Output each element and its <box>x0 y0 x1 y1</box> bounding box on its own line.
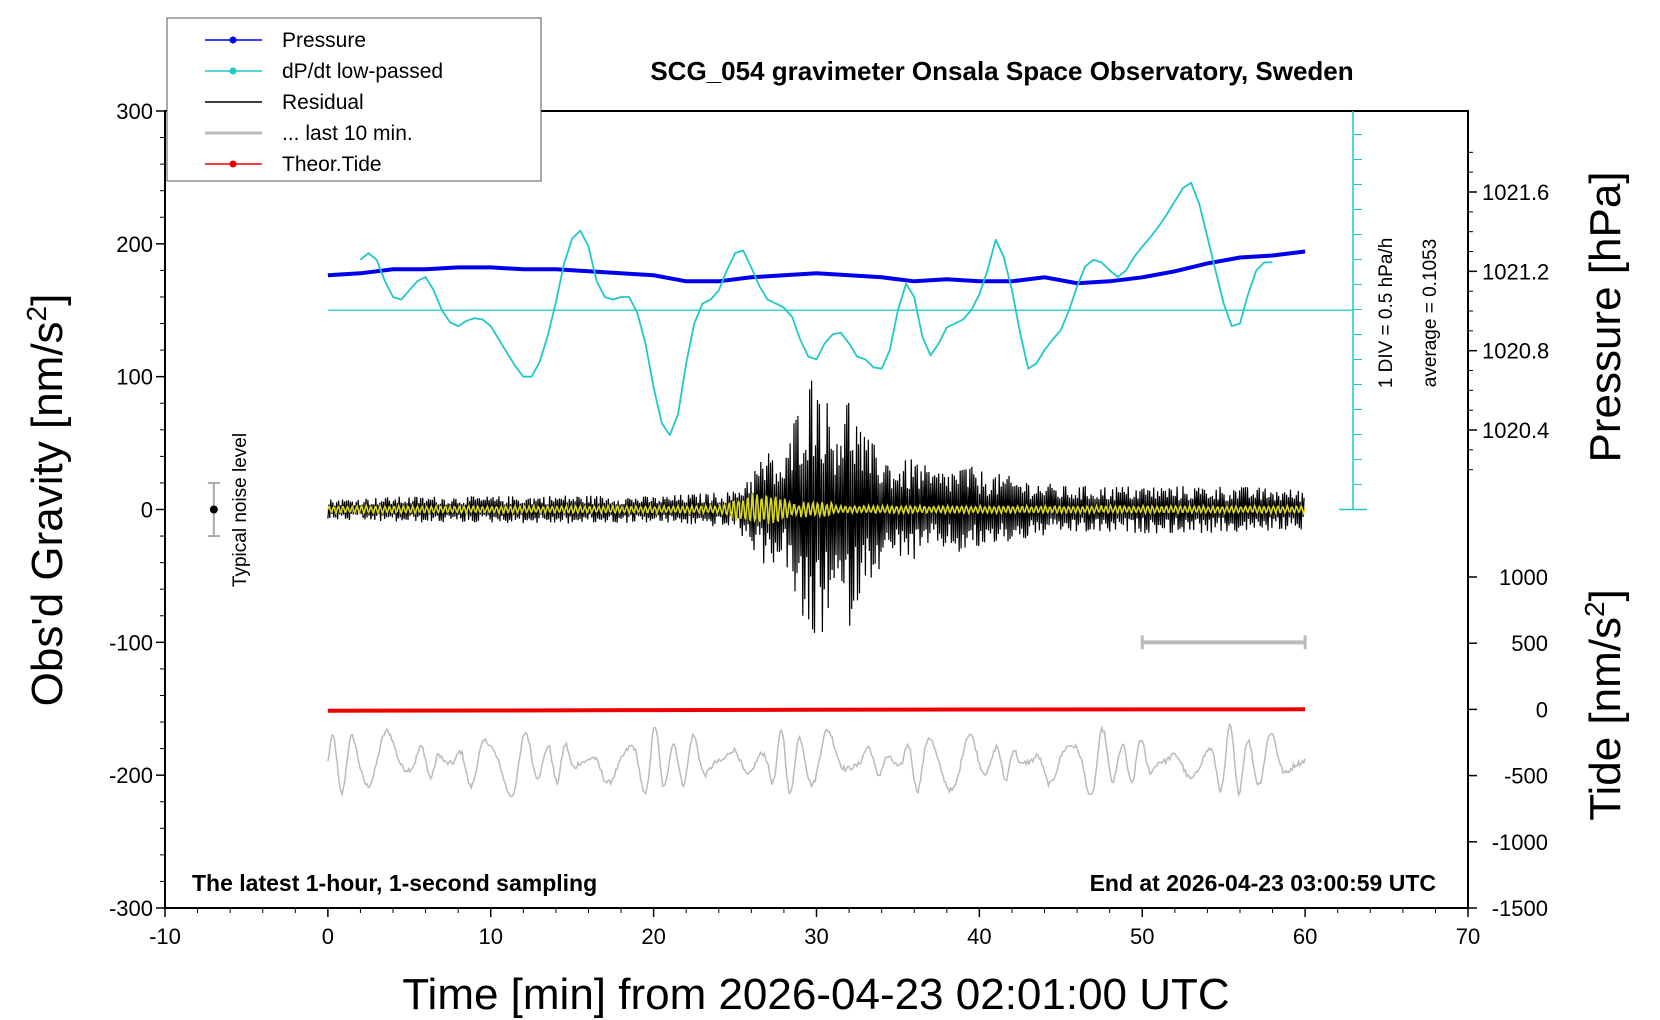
pressure-tick-label: 1020.8 <box>1482 339 1549 364</box>
x-axis-label: Time [min] from 2026-04-23 02:01:00 UTC <box>402 970 1229 1019</box>
tide-tick-label: -1000 <box>1492 830 1548 855</box>
x-tick-label: 0 <box>322 924 334 949</box>
tide-tick-label: 1000 <box>1499 565 1548 590</box>
pressure-tick-label: 1020.4 <box>1482 418 1549 443</box>
x-tick-label: 70 <box>1456 924 1480 949</box>
legend-box <box>166 17 542 182</box>
legend-marker <box>229 160 237 168</box>
y-axis-label-tide-sup: 2 <box>1579 601 1610 617</box>
legend-label: Pressure <box>282 29 366 52</box>
tide-series-line <box>327 707 1306 713</box>
x-tick-label: 20 <box>641 924 665 949</box>
series-layer <box>207 111 1367 798</box>
y-tick-label: 300 <box>116 99 153 124</box>
dpdt-average-label: average = 0.1053 <box>1420 239 1441 387</box>
note-end-time: End at 2026-04-23 03:00:59 UTC <box>1090 870 1436 896</box>
y-tick-label: 100 <box>116 365 153 390</box>
y-axis-label-gravity-main: Obs'd Gravity [nm/s <box>23 321 72 706</box>
legend-label: dP/dt low-passed <box>282 60 443 83</box>
y-tick-label: -300 <box>109 896 153 921</box>
last10-series-line <box>327 722 1306 798</box>
tide-tick-label: -1500 <box>1492 896 1548 921</box>
x-tick-label: 60 <box>1293 924 1317 949</box>
y-tick-label: 200 <box>116 232 153 257</box>
tide-tick-label: -500 <box>1504 764 1548 789</box>
legend-label: Theor.Tide <box>282 153 382 176</box>
x-tick-label: 30 <box>804 924 828 949</box>
pressure-tick-label: 1021.2 <box>1482 259 1549 284</box>
note-latest-hour: The latest 1-hour, 1-second sampling <box>192 870 597 896</box>
legend-label: Residual <box>282 91 364 114</box>
y-axis-label-tide-end: ] <box>1581 589 1630 601</box>
noise-level-dot <box>209 505 218 514</box>
tide-tick-label: 500 <box>1511 631 1548 656</box>
y-axis-label-tide: Tide [nm/s2] <box>1579 589 1630 821</box>
y-tick-label: -100 <box>109 630 153 655</box>
y-tick-label: -200 <box>109 763 153 788</box>
y-axis-label-gravity: Obs'd Gravity [nm/s2] <box>21 294 72 707</box>
pressure-tick-label: 1021.6 <box>1482 180 1549 205</box>
y-axis-label-gravity-end: ] <box>23 294 72 306</box>
x-tick-label: 40 <box>967 924 991 949</box>
pressure-series-line <box>327 249 1306 286</box>
legend-label: ... last 10 min. <box>282 122 413 145</box>
y-axis-label-tide-main: Tide [nm/s <box>1581 617 1630 821</box>
filtered-residual-line <box>327 493 1306 525</box>
y-axis-label-gravity-sup: 2 <box>21 306 52 322</box>
noise-level-label: Typical noise level <box>230 433 251 587</box>
y-tick-label: 0 <box>141 498 153 523</box>
legend-marker <box>229 67 237 75</box>
legend: Pressure dP/dt low-passed Residual ... last… <box>166 17 542 182</box>
dpdt-series-line <box>359 181 1273 436</box>
tide-tick-label: 0 <box>1536 697 1548 722</box>
chart-title: SCG_054 gravimeter Onsala Space Observat… <box>650 56 1353 86</box>
y-axis-label-pressure: Pressure [hPa] <box>1581 171 1630 462</box>
legend-entries: Pressure dP/dt low-passed Residual ... last… <box>205 29 443 176</box>
x-tick-label: -10 <box>149 924 181 949</box>
legend-marker <box>229 36 237 44</box>
x-tick-label: 50 <box>1130 924 1154 949</box>
dpdt-scale-label: 1 DIV = 0.5 hPa/h <box>1376 238 1397 389</box>
axes-ticks: -10 0 10 20 30 40 50 60 703002001000-100-200-300… <box>109 99 1549 949</box>
x-tick-label: 10 <box>479 924 503 949</box>
